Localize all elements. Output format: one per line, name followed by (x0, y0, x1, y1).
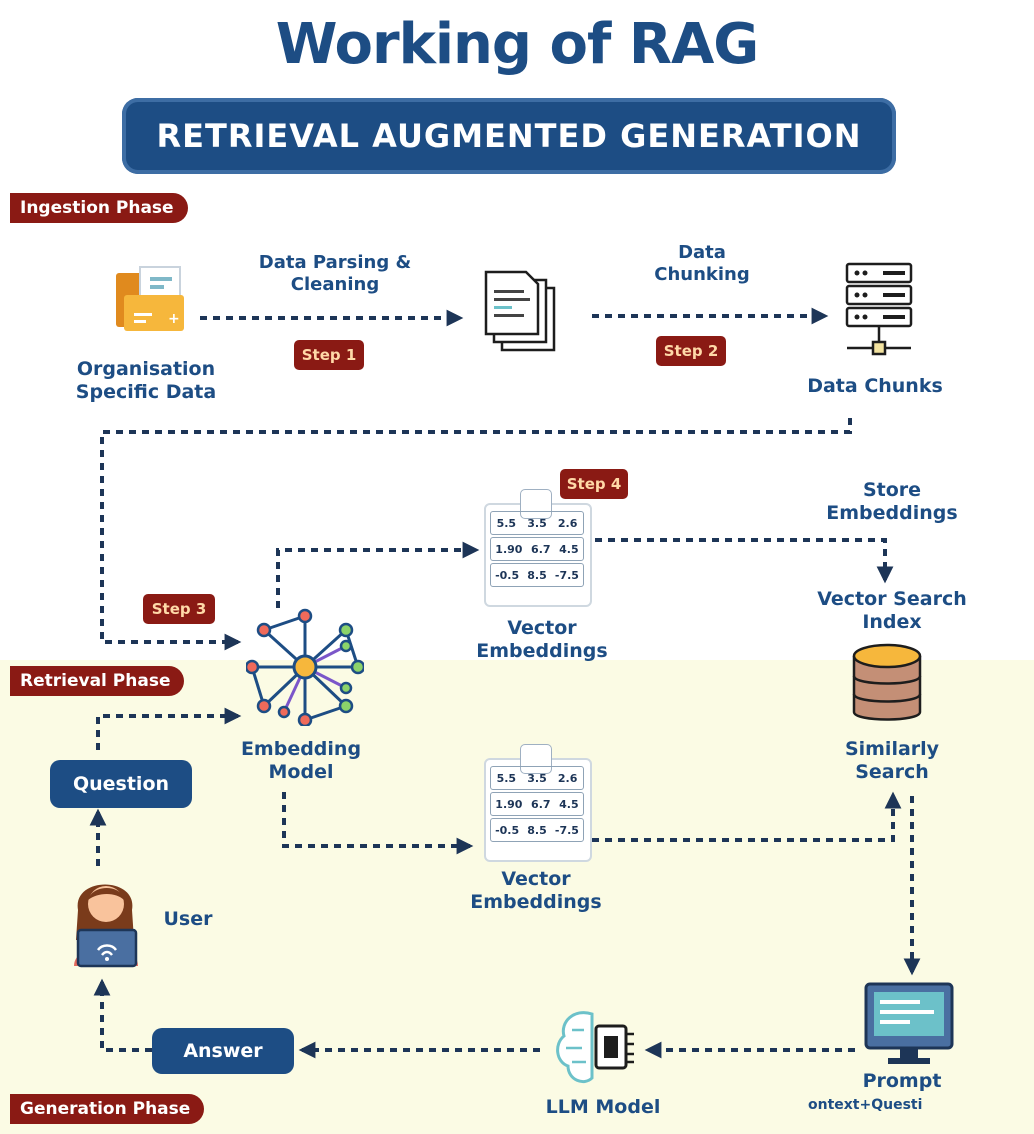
answer-pill: Answer (152, 1028, 294, 1074)
prompt-sub-label: ontext+Questi (808, 1097, 923, 1113)
arrow-question-to-embedding (96, 707, 242, 750)
vector-search-index-label: Vector Search Index (817, 588, 967, 634)
arrow-vector-to-index (595, 538, 894, 584)
monitor-icon (864, 982, 954, 1064)
vector-row: 1.90 6.7 4.5 (490, 537, 584, 561)
step-1-badge: Step 1 (294, 340, 364, 370)
database-icon (852, 643, 922, 721)
neural-network-icon (246, 608, 364, 726)
arrow-vector-to-similarly (592, 791, 902, 842)
vector-card-top: 5.5 3.5 2.6 1.90 6.7 4.5 -0.5 8.5 -7.5 (484, 489, 592, 607)
vector-row: 5.5 3.5 2.6 (490, 766, 584, 790)
vector-embeddings-bottom-label: Vector Embeddings (470, 868, 602, 914)
step-3-badge: Step 3 (143, 594, 215, 624)
data-chunks-label: Data Chunks (807, 375, 943, 397)
vector-row: 5.5 3.5 2.6 (490, 511, 584, 535)
llm-model-label: LLM Model (545, 1096, 661, 1118)
arrow-chunks-to-embedding (100, 418, 852, 651)
vector-row: 1.90 6.7 4.5 (490, 792, 584, 816)
brain-chip-icon (556, 1011, 634, 1083)
generation-phase-tag: Generation Phase (10, 1094, 205, 1124)
vector-row: -0.5 8.5 -7.5 (490, 818, 584, 842)
documents-icon (484, 270, 556, 352)
similarly-search-label: Similarly Search (844, 738, 940, 784)
arrow-embedding-to-vector-top (276, 541, 480, 608)
ingestion-phase-tag: Ingestion Phase (10, 193, 188, 223)
folder-icon: + (116, 266, 184, 331)
embedding-model-label: Embedding Model (240, 738, 362, 784)
page-title: Working of RAG (275, 12, 760, 77)
svg-text:+: + (168, 311, 180, 327)
vector-embeddings-top-label: Vector Embeddings (476, 617, 608, 663)
retrieval-phase-tag: Retrieval Phase (10, 666, 185, 696)
prompt-label: Prompt (862, 1070, 942, 1092)
arrow-answer-to-user (93, 978, 152, 1052)
question-pill: Question (50, 760, 192, 808)
parsing-label: Data Parsing & Cleaning (258, 252, 412, 295)
server-icon (845, 262, 913, 356)
org-data-label: Organisation Specific Data (75, 358, 217, 404)
vector-row: -0.5 8.5 -7.5 (490, 563, 584, 587)
vector-card-bottom: 5.5 3.5 2.6 1.90 6.7 4.5 -0.5 8.5 -7.5 (484, 744, 592, 862)
user-laptop-icon (74, 884, 138, 968)
page-subtitle: RETRIEVAL AUGMENTED GENERATION (122, 98, 896, 174)
user-label: User (163, 908, 213, 930)
dna-icon (520, 744, 552, 774)
store-embeddings-label: Store Embeddings (826, 479, 958, 525)
step-4-badge: Step 4 (560, 469, 628, 499)
dna-icon (520, 489, 552, 519)
arrow-embedding-to-vector-bottom (282, 792, 474, 855)
chunking-label: Data Chunking (654, 242, 750, 285)
step-2-badge: Step 2 (656, 336, 726, 366)
